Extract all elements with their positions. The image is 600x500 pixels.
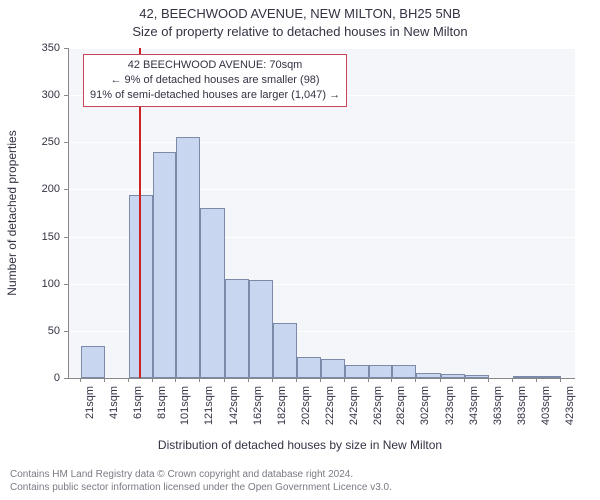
y-tick-label: 100 — [30, 278, 60, 290]
footer-attribution: Contains HM Land Registry data © Crown c… — [10, 468, 392, 494]
x-tick-label: 21sqm — [84, 386, 96, 426]
y-tick-mark — [64, 95, 68, 96]
x-tick-mark — [296, 378, 297, 382]
histogram-bar — [369, 365, 393, 378]
x-tick-label: 323sqm — [444, 386, 456, 426]
histogram-bar — [249, 280, 273, 378]
histogram-bar — [153, 152, 177, 378]
y-axis-label: Number of detached properties — [5, 130, 19, 295]
y-gridline — [69, 48, 575, 49]
histogram-bar — [513, 376, 537, 378]
histogram-bar — [176, 137, 200, 378]
histogram-bar — [297, 357, 321, 378]
x-tick-mark — [536, 378, 537, 382]
chart-title-line1: 42, BEECHWOOD AVENUE, NEW MILTON, BH25 5… — [0, 6, 600, 21]
x-tick-mark — [344, 378, 345, 382]
x-tick-mark — [128, 378, 129, 382]
y-tick-label: 0 — [30, 372, 60, 384]
x-tick-mark — [560, 378, 561, 382]
x-tick-label: 222sqm — [324, 386, 336, 426]
y-tick-mark — [64, 142, 68, 143]
y-tick-label: 250 — [30, 136, 60, 148]
y-tick-label: 50 — [30, 325, 60, 337]
y-gridline — [69, 189, 575, 190]
x-tick-mark — [368, 378, 369, 382]
x-tick-mark — [199, 378, 200, 382]
y-tick-mark — [64, 237, 68, 238]
x-tick-mark — [320, 378, 321, 382]
chart-title-line2: Size of property relative to detached ho… — [0, 24, 600, 39]
histogram-bar — [392, 365, 416, 378]
y-tick-label: 200 — [30, 183, 60, 195]
x-tick-mark — [224, 378, 225, 382]
histogram-bar — [273, 323, 297, 378]
x-tick-label: 423sqm — [564, 386, 576, 426]
x-tick-label: 343sqm — [468, 386, 480, 426]
x-tick-label: 242sqm — [348, 386, 360, 426]
x-tick-mark — [488, 378, 489, 382]
y-tick-mark — [64, 48, 68, 49]
x-axis-label: Distribution of detached houses by size … — [0, 438, 600, 452]
x-tick-label: 162sqm — [252, 386, 264, 426]
x-tick-label: 61sqm — [132, 386, 144, 426]
x-tick-mark — [272, 378, 273, 382]
footer-line2: Contains public sector information licen… — [10, 481, 392, 494]
x-tick-mark — [512, 378, 513, 382]
x-tick-label: 403sqm — [540, 386, 552, 426]
histogram-bar — [225, 279, 249, 378]
x-tick-label: 363sqm — [492, 386, 504, 426]
y-gridline — [69, 142, 575, 143]
y-tick-mark — [64, 284, 68, 285]
annotation-line2: ← 9% of detached houses are smaller (98) — [90, 73, 340, 88]
histogram-bar — [200, 208, 225, 378]
x-tick-label: 302sqm — [419, 386, 431, 426]
x-tick-label: 121sqm — [203, 386, 215, 426]
x-tick-label: 182sqm — [276, 386, 288, 426]
y-tick-label: 150 — [30, 231, 60, 243]
annotation-box: 42 BEECHWOOD AVENUE: 70sqm ← 9% of detac… — [83, 54, 347, 107]
histogram-bar — [537, 376, 561, 378]
histogram-bar — [416, 373, 441, 378]
y-tick-mark — [64, 189, 68, 190]
footer-line1: Contains HM Land Registry data © Crown c… — [10, 468, 392, 481]
x-tick-label: 202sqm — [300, 386, 312, 426]
histogram-bar — [465, 375, 489, 378]
plot-area: 42 BEECHWOOD AVENUE: 70sqm ← 9% of detac… — [68, 48, 575, 379]
x-tick-mark — [248, 378, 249, 382]
histogram-bar — [441, 374, 465, 378]
x-tick-mark — [104, 378, 105, 382]
chart-container: 42, BEECHWOOD AVENUE, NEW MILTON, BH25 5… — [0, 0, 600, 500]
histogram-bar — [81, 346, 105, 378]
histogram-bar — [345, 365, 369, 378]
annotation-line1: 42 BEECHWOOD AVENUE: 70sqm — [90, 58, 340, 73]
histogram-bar — [321, 359, 345, 378]
y-tick-label: 300 — [30, 89, 60, 101]
x-tick-mark — [415, 378, 416, 382]
y-tick-mark — [64, 331, 68, 332]
x-tick-mark — [391, 378, 392, 382]
x-tick-label: 142sqm — [228, 386, 240, 426]
x-tick-mark — [464, 378, 465, 382]
x-tick-label: 262sqm — [372, 386, 384, 426]
x-tick-mark — [152, 378, 153, 382]
x-tick-label: 41sqm — [108, 386, 120, 426]
x-tick-label: 282sqm — [395, 386, 407, 426]
x-tick-mark — [175, 378, 176, 382]
x-tick-label: 101sqm — [179, 386, 191, 426]
annotation-line3: 91% of semi-detached houses are larger (… — [90, 88, 340, 103]
x-tick-mark — [440, 378, 441, 382]
y-tick-label: 350 — [30, 42, 60, 54]
x-tick-label: 81sqm — [156, 386, 168, 426]
x-tick-label: 383sqm — [516, 386, 528, 426]
y-tick-mark — [64, 378, 68, 379]
x-tick-mark — [80, 378, 81, 382]
